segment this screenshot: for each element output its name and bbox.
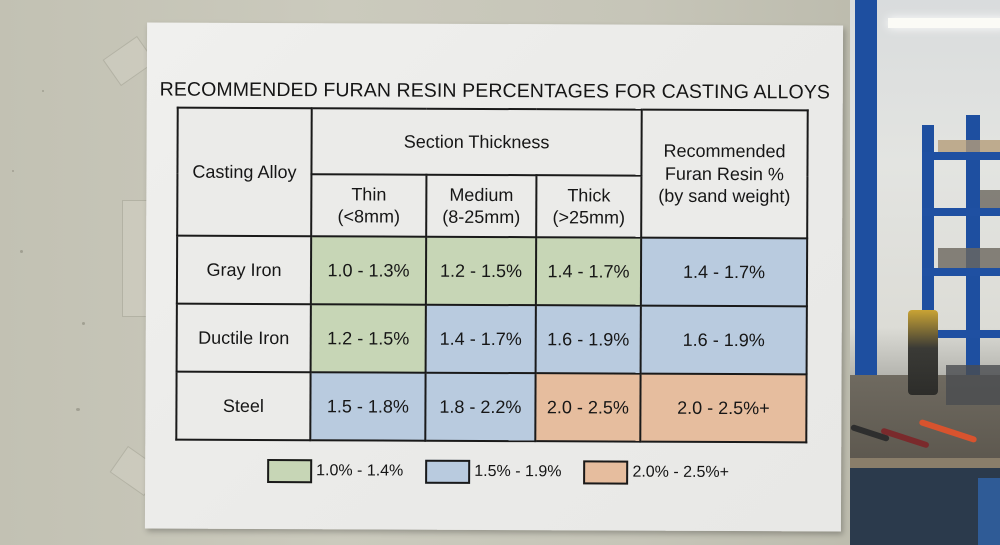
- wall-speck: [42, 90, 44, 92]
- poster-title: RECOMMENDED FURAN RESIN PERCENTAGES FOR …: [159, 78, 831, 104]
- table-row-ductile-iron: Ductile Iron 1.2 - 1.5% 1.4 - 1.7% 1.6 -…: [176, 303, 807, 375]
- workbench-edge: [850, 458, 1000, 468]
- header-casting-alloy: Casting Alloy: [177, 107, 312, 237]
- header-section-thickness: Section Thickness: [311, 108, 642, 176]
- cell-thick: 1.6 - 1.9%: [535, 305, 641, 374]
- shelf-items: [980, 190, 1000, 208]
- cell-medium: 1.8 - 2.2%: [425, 372, 536, 442]
- cell-thick: 2.0 - 2.5%: [535, 373, 641, 442]
- workshop-background: [850, 0, 1000, 545]
- wall-speck: [12, 170, 14, 172]
- cell-thin: 1.2 - 1.5%: [310, 304, 426, 373]
- cell-thin: 1.0 - 1.3%: [310, 236, 427, 305]
- wall-speck: [20, 250, 23, 253]
- header-medium: Medium (8-25mm): [426, 174, 537, 238]
- row-label: Steel: [176, 371, 311, 441]
- cell-recommended: 1.4 - 1.7%: [640, 237, 808, 307]
- header-thin: Thin (<8mm): [311, 174, 427, 237]
- legend-item-green: 1.0% - 1.4%: [267, 459, 403, 484]
- header-thick: Thick (>25mm): [536, 175, 642, 238]
- table-row-gray-iron: Gray Iron 1.0 - 1.3% 1.2 - 1.5% 1.4 - 1.…: [176, 235, 808, 307]
- cordless-drill: [908, 310, 938, 395]
- shelf-items: [938, 140, 1000, 152]
- wall-speck: [76, 408, 80, 411]
- cell-thick: 1.4 - 1.7%: [535, 237, 642, 306]
- cabinet-drawer: [978, 478, 1000, 545]
- cell-recommended: 2.0 - 2.5%+: [640, 373, 807, 443]
- shelf: [922, 152, 1000, 160]
- cell-medium: 1.2 - 1.5%: [425, 236, 537, 306]
- anvil: [946, 365, 1000, 405]
- shelf: [922, 330, 1000, 338]
- legend-item-blue: 1.5% - 1.9%: [425, 459, 562, 485]
- row-label: Gray Iron: [176, 235, 312, 305]
- legend: 1.0% - 1.4% 1.5% - 1.9% 2.0% - 2.5%+: [267, 459, 751, 485]
- poster-sheet: RECOMMENDED FURAN RESIN PERCENTAGES FOR …: [144, 22, 844, 532]
- cell-medium: 1.4 - 1.7%: [425, 304, 536, 374]
- shelf-post: [966, 115, 980, 380]
- legend-item-orange: 2.0% - 2.5%+: [583, 460, 729, 485]
- shelf: [922, 268, 1000, 276]
- cell-thin: 1.5 - 1.8%: [310, 372, 426, 441]
- resin-table: Casting Alloy Section Thickness Recommen…: [175, 107, 808, 444]
- tool-cabinet: [850, 468, 1000, 545]
- wall-speck: [82, 322, 85, 325]
- shelf-items: [938, 248, 1000, 268]
- legend-swatch-green: [267, 459, 313, 484]
- table-row-steel: Steel 1.5 - 1.8% 1.8 - 2.2% 2.0 - 2.5% 2…: [176, 371, 807, 443]
- header-recommended: Recommended Furan Resin % (by sand weigh…: [641, 109, 808, 239]
- shelf: [922, 208, 1000, 216]
- ceiling-light: [888, 18, 1000, 28]
- legend-swatch-orange: [583, 460, 629, 485]
- legend-swatch-blue: [425, 459, 471, 484]
- row-label: Ductile Iron: [176, 303, 311, 373]
- cell-recommended: 1.6 - 1.9%: [640, 305, 807, 375]
- shelf-post: [855, 0, 877, 390]
